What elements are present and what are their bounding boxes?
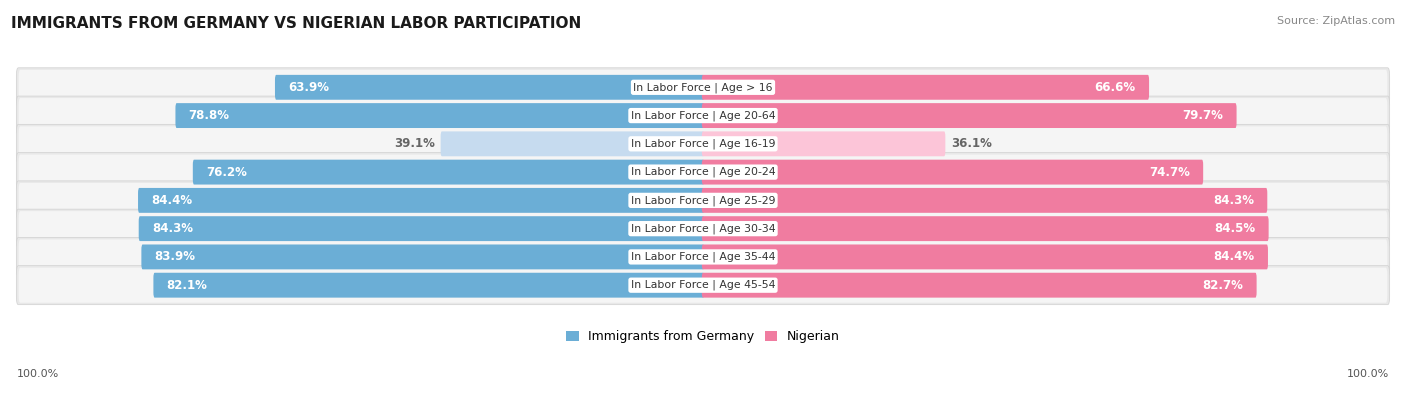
FancyBboxPatch shape [18,268,1388,303]
Text: In Labor Force | Age 25-29: In Labor Force | Age 25-29 [631,195,775,206]
Text: 84.5%: 84.5% [1215,222,1256,235]
Text: 100.0%: 100.0% [17,369,59,379]
FancyBboxPatch shape [176,103,704,128]
Text: 83.9%: 83.9% [155,250,195,263]
FancyBboxPatch shape [18,154,1388,190]
FancyBboxPatch shape [702,75,1149,100]
FancyBboxPatch shape [153,273,704,297]
Text: 84.4%: 84.4% [1213,250,1254,263]
FancyBboxPatch shape [702,103,1236,128]
Text: 84.3%: 84.3% [1213,194,1254,207]
Text: 74.7%: 74.7% [1149,166,1189,179]
FancyBboxPatch shape [440,132,704,156]
FancyBboxPatch shape [17,124,1389,164]
FancyBboxPatch shape [18,239,1388,275]
Text: 82.1%: 82.1% [167,279,208,292]
FancyBboxPatch shape [18,70,1388,105]
FancyBboxPatch shape [702,245,1268,269]
FancyBboxPatch shape [18,126,1388,162]
FancyBboxPatch shape [17,266,1389,305]
Text: Source: ZipAtlas.com: Source: ZipAtlas.com [1277,16,1395,26]
Text: In Labor Force | Age 20-24: In Labor Force | Age 20-24 [631,167,775,177]
FancyBboxPatch shape [17,96,1389,135]
Text: 84.4%: 84.4% [152,194,193,207]
Text: 63.9%: 63.9% [288,81,329,94]
FancyBboxPatch shape [702,216,1268,241]
Text: In Labor Force | Age 20-64: In Labor Force | Age 20-64 [631,110,775,121]
FancyBboxPatch shape [702,188,1267,213]
Text: In Labor Force | Age 45-54: In Labor Force | Age 45-54 [631,280,775,290]
Text: 78.8%: 78.8% [188,109,229,122]
Text: In Labor Force | Age 16-19: In Labor Force | Age 16-19 [631,139,775,149]
Legend: Immigrants from Germany, Nigerian: Immigrants from Germany, Nigerian [561,325,845,348]
Text: 79.7%: 79.7% [1182,109,1223,122]
FancyBboxPatch shape [17,68,1389,107]
Text: 76.2%: 76.2% [207,166,247,179]
FancyBboxPatch shape [17,152,1389,192]
Text: 36.1%: 36.1% [950,137,991,150]
FancyBboxPatch shape [18,211,1388,246]
FancyBboxPatch shape [142,245,704,269]
FancyBboxPatch shape [17,209,1389,248]
Text: In Labor Force | Age 35-44: In Labor Force | Age 35-44 [631,252,775,262]
Text: 39.1%: 39.1% [394,137,434,150]
FancyBboxPatch shape [138,188,704,213]
FancyBboxPatch shape [702,160,1204,184]
FancyBboxPatch shape [18,183,1388,218]
FancyBboxPatch shape [276,75,704,100]
Text: In Labor Force | Age > 16: In Labor Force | Age > 16 [633,82,773,92]
FancyBboxPatch shape [18,98,1388,133]
FancyBboxPatch shape [702,132,945,156]
FancyBboxPatch shape [702,273,1257,297]
FancyBboxPatch shape [17,181,1389,220]
Text: 66.6%: 66.6% [1095,81,1136,94]
Text: 82.7%: 82.7% [1202,279,1243,292]
FancyBboxPatch shape [193,160,704,184]
Text: In Labor Force | Age 30-34: In Labor Force | Age 30-34 [631,224,775,234]
Text: 84.3%: 84.3% [152,222,193,235]
Text: IMMIGRANTS FROM GERMANY VS NIGERIAN LABOR PARTICIPATION: IMMIGRANTS FROM GERMANY VS NIGERIAN LABO… [11,16,582,31]
FancyBboxPatch shape [139,216,704,241]
Text: 100.0%: 100.0% [1347,369,1389,379]
FancyBboxPatch shape [17,237,1389,276]
